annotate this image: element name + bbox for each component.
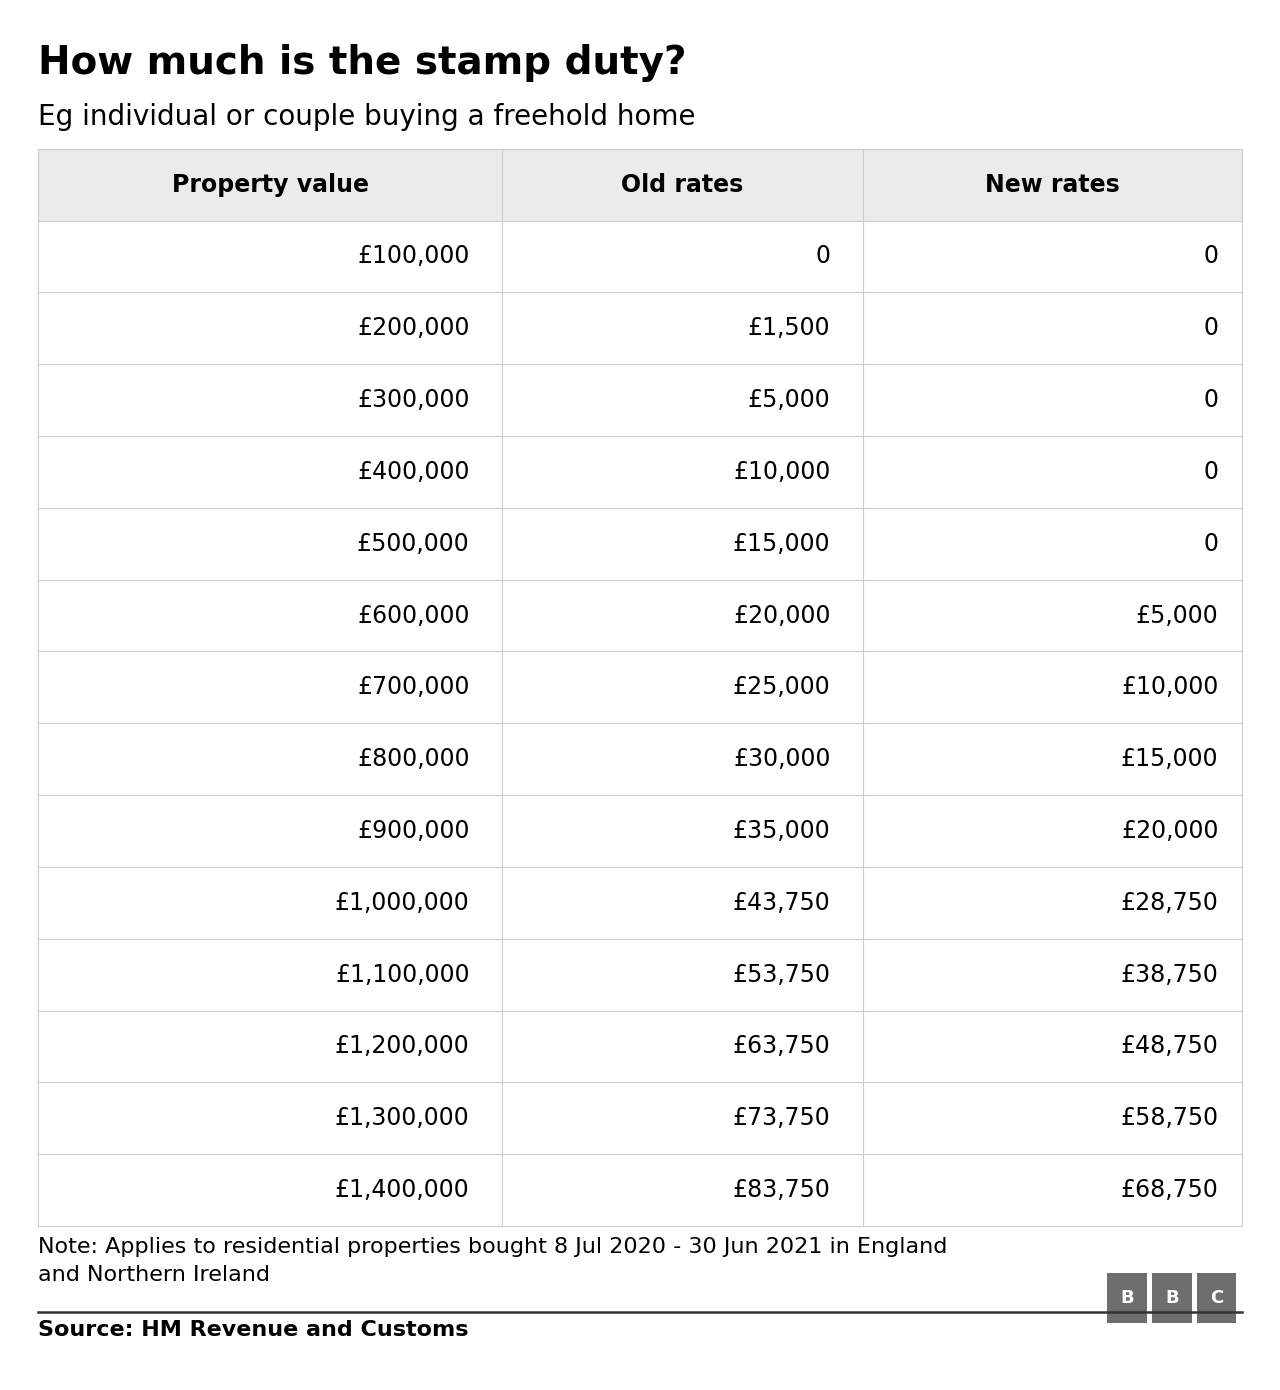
- Bar: [38, 292, 1242, 364]
- Bar: [1197, 1273, 1236, 1323]
- Text: 0: 0: [1203, 388, 1219, 411]
- Bar: [38, 507, 1242, 580]
- Bar: [38, 795, 1242, 867]
- Text: Old rates: Old rates: [621, 172, 744, 196]
- Text: £500,000: £500,000: [357, 532, 470, 556]
- Bar: [38, 221, 1242, 292]
- Bar: [38, 723, 1242, 795]
- Text: £68,750: £68,750: [1121, 1179, 1219, 1202]
- Text: B: B: [1165, 1290, 1179, 1307]
- Bar: [1152, 1273, 1192, 1323]
- Text: £48,750: £48,750: [1121, 1034, 1219, 1058]
- Bar: [38, 652, 1242, 723]
- Bar: [38, 1154, 1242, 1226]
- Text: £38,750: £38,750: [1121, 963, 1219, 987]
- Text: £58,750: £58,750: [1120, 1106, 1219, 1130]
- Text: £25,000: £25,000: [733, 676, 831, 699]
- Text: £20,000: £20,000: [1121, 819, 1219, 842]
- Text: £700,000: £700,000: [357, 676, 470, 699]
- Text: £1,400,000: £1,400,000: [335, 1179, 470, 1202]
- Text: Eg individual or couple buying a freehold home: Eg individual or couple buying a freehol…: [38, 103, 696, 131]
- Text: £1,100,000: £1,100,000: [335, 963, 470, 987]
- Text: £73,750: £73,750: [733, 1106, 831, 1130]
- Text: Property value: Property value: [172, 172, 369, 196]
- Text: £1,500: £1,500: [748, 317, 831, 341]
- Text: £5,000: £5,000: [1135, 603, 1219, 627]
- Text: £20,000: £20,000: [733, 603, 831, 627]
- Text: £200,000: £200,000: [357, 317, 470, 341]
- Text: £35,000: £35,000: [733, 819, 831, 842]
- Text: £400,000: £400,000: [357, 460, 470, 484]
- Text: How much is the stamp duty?: How much is the stamp duty?: [38, 44, 687, 82]
- Bar: [38, 436, 1242, 507]
- Text: £53,750: £53,750: [732, 963, 831, 987]
- Text: 0: 0: [1203, 317, 1219, 341]
- Text: £100,000: £100,000: [357, 245, 470, 268]
- Text: £1,300,000: £1,300,000: [335, 1106, 470, 1130]
- Text: £63,750: £63,750: [733, 1034, 831, 1058]
- Text: B: B: [1120, 1290, 1134, 1307]
- Text: £15,000: £15,000: [1121, 748, 1219, 771]
- Text: New rates: New rates: [984, 172, 1120, 196]
- Text: £900,000: £900,000: [357, 819, 470, 842]
- Text: £15,000: £15,000: [733, 532, 831, 556]
- Text: Note: Applies to residential properties bought 8 Jul 2020 - 30 Jun 2021 in Engla: Note: Applies to residential properties …: [38, 1237, 947, 1286]
- Text: £800,000: £800,000: [357, 748, 470, 771]
- Text: £10,000: £10,000: [1121, 676, 1219, 699]
- Text: 0: 0: [1203, 460, 1219, 484]
- Text: £300,000: £300,000: [357, 388, 470, 411]
- Text: £10,000: £10,000: [733, 460, 831, 484]
- Text: Source: HM Revenue and Customs: Source: HM Revenue and Customs: [38, 1320, 468, 1340]
- Bar: [38, 1011, 1242, 1083]
- Bar: [38, 1083, 1242, 1154]
- Bar: [38, 867, 1242, 938]
- Bar: [38, 938, 1242, 1011]
- Text: £43,750: £43,750: [733, 891, 831, 915]
- Text: £30,000: £30,000: [733, 748, 831, 771]
- Bar: [38, 580, 1242, 652]
- Text: £600,000: £600,000: [357, 603, 470, 627]
- Text: £1,200,000: £1,200,000: [335, 1034, 470, 1058]
- Text: 0: 0: [1203, 532, 1219, 556]
- Text: C: C: [1210, 1290, 1224, 1307]
- Bar: [1107, 1273, 1147, 1323]
- Text: £83,750: £83,750: [732, 1179, 831, 1202]
- Text: 0: 0: [1203, 245, 1219, 268]
- Bar: [38, 364, 1242, 436]
- Text: £28,750: £28,750: [1121, 891, 1219, 915]
- Text: £5,000: £5,000: [748, 388, 831, 411]
- Text: £1,000,000: £1,000,000: [335, 891, 470, 915]
- Text: 0: 0: [815, 245, 831, 268]
- Bar: [38, 149, 1242, 221]
